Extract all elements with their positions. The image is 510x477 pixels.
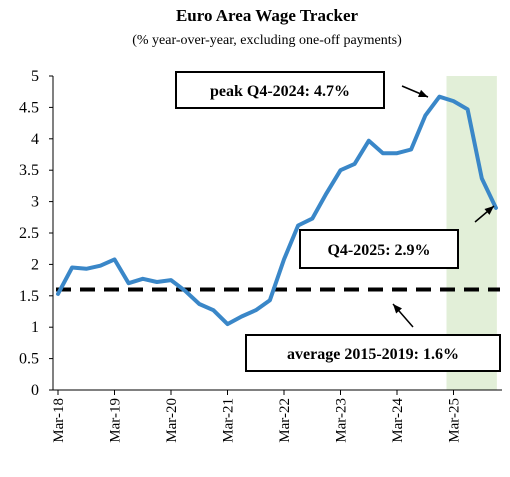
y-tick-label: 1 — [31, 319, 39, 336]
data-point — [254, 309, 257, 312]
data-point — [269, 299, 271, 301]
chart-title: Euro Area Wage Tracker — [176, 6, 359, 25]
x-tick-label: Mar-23 — [334, 398, 350, 443]
data-point — [198, 303, 201, 305]
data-point — [283, 258, 285, 261]
data-point — [85, 267, 88, 270]
data-point — [71, 266, 73, 269]
y-tick-label: 4.5 — [19, 99, 39, 116]
data-point — [325, 192, 328, 195]
x-tick-label: Mar-24 — [390, 398, 406, 443]
y-tick-label: 3 — [31, 194, 39, 211]
data-point — [495, 207, 497, 209]
x-tick-label: Mar-20 — [164, 398, 180, 443]
y-tick-label: 2 — [31, 256, 39, 273]
y-tick-label: 2.5 — [19, 225, 39, 242]
average-annotation-label: average 2015-2019: 1.6% — [287, 346, 459, 363]
y-tick-label: 1.5 — [19, 288, 39, 305]
q4-2025-annotation-box — [299, 229, 459, 269]
data-point — [113, 258, 116, 261]
x-tick-label: Mar-18 — [51, 398, 67, 443]
y-tick-label: 0.5 — [19, 351, 39, 368]
peak-annotation-label: peak Q4-2024: 4.7% — [210, 83, 350, 100]
y-tick-label: 0 — [31, 382, 39, 399]
data-point — [99, 264, 102, 267]
data-point — [240, 315, 243, 318]
x-tick-label: Mar-22 — [277, 398, 293, 443]
data-point — [480, 177, 483, 180]
data-point — [156, 281, 158, 283]
x-tick-label: Mar-21 — [221, 398, 237, 443]
data-point — [170, 279, 172, 281]
q4-2025-annotation-label: Q4-2025: 2.9% — [327, 242, 430, 259]
data-point — [127, 282, 130, 285]
peak-annotation-box — [175, 71, 385, 109]
data-point — [396, 152, 398, 155]
average-annotation-box — [245, 334, 501, 372]
average-arrow-head — [393, 304, 402, 314]
wage-tracker-series-line — [56, 94, 498, 327]
data-point — [452, 100, 455, 102]
data-point — [311, 217, 314, 220]
data-point — [226, 323, 229, 325]
data-point — [466, 108, 469, 111]
data-point — [57, 293, 59, 295]
data-point — [367, 139, 370, 142]
data-point — [438, 95, 441, 98]
data-point — [382, 152, 384, 155]
data-point — [424, 114, 427, 117]
y-tick-label: 5 — [31, 68, 39, 85]
x-tick-label: Mar-25 — [447, 398, 463, 443]
data-point — [141, 278, 144, 280]
x-tick-label: Mar-19 — [108, 398, 124, 443]
data-point — [184, 289, 186, 292]
data-point — [339, 169, 342, 171]
chart-subtitle: (% year-over-year, excluding one-off pay… — [132, 33, 402, 48]
y-tick-label: 4 — [31, 131, 39, 148]
data-point — [353, 163, 356, 165]
data-point — [410, 148, 412, 151]
peak-arrow-head — [418, 89, 428, 97]
q4-2025-arrow-head — [484, 206, 494, 215]
data-point — [297, 224, 299, 227]
y-tick-label: 3.5 — [19, 162, 39, 179]
data-point — [212, 309, 215, 312]
